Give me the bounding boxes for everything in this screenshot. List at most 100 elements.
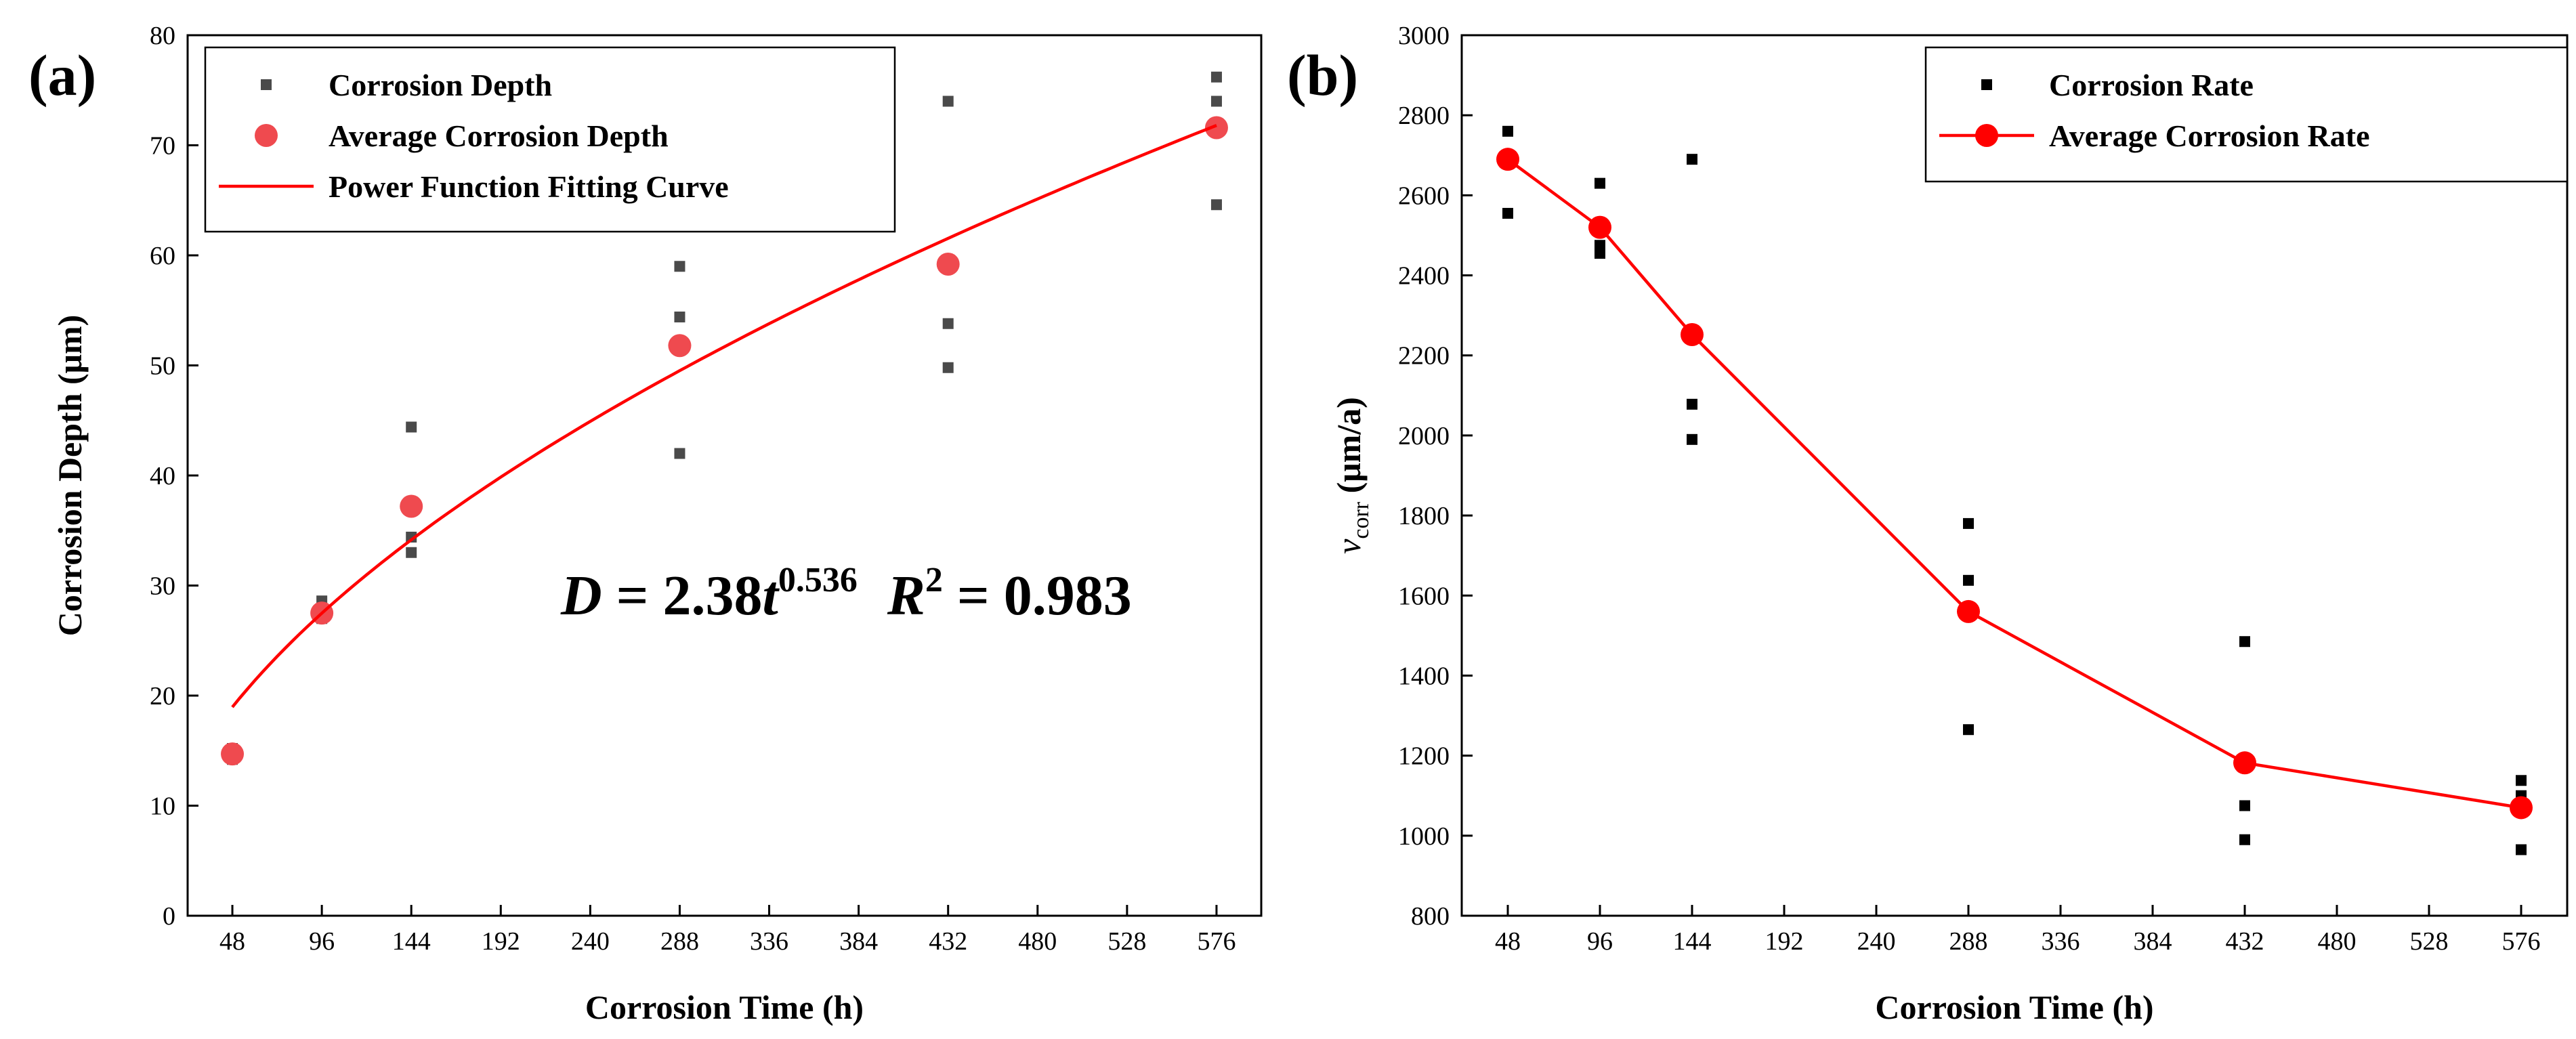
data-point-circle bbox=[1588, 215, 1611, 239]
legend-label: Average Corrosion Depth bbox=[329, 119, 669, 153]
x-tick-label: 144 bbox=[1673, 927, 1712, 956]
data-point-circle bbox=[1957, 599, 1980, 623]
x-tick-label: 384 bbox=[2134, 927, 2172, 956]
data-point-square bbox=[674, 448, 685, 459]
y-axis-title-sub: corr bbox=[1349, 501, 1374, 538]
panel-a: 48 96 144 192 240 288 336 384 432 480 528 576010203… bbox=[28, 22, 1263, 1026]
x-tick-label: 240 bbox=[1857, 927, 1896, 956]
data-point-square bbox=[406, 547, 417, 558]
y-tick-label: 1800 bbox=[1398, 502, 1450, 530]
y-tick-label: 20 bbox=[150, 682, 175, 711]
x-tick-label: 432 bbox=[2226, 927, 2264, 956]
x-tick-label: 288 bbox=[660, 927, 699, 956]
data-point-square bbox=[2239, 834, 2250, 845]
data-point-square bbox=[1687, 154, 1697, 165]
x-tick-label: 96 bbox=[309, 927, 335, 956]
panel-b: 48 96 144 192 240 288 336 384 432 480 528 576 800 100… bbox=[1287, 22, 2569, 1026]
x-tick-label: 48 bbox=[1495, 927, 1521, 956]
x-tick-label: 576 bbox=[2502, 927, 2541, 956]
y-tick-label: 800 bbox=[1411, 902, 1450, 931]
x-tick-label: 528 bbox=[2410, 927, 2449, 956]
eq-r-value: = 0.983 bbox=[943, 564, 1132, 627]
y-tick-label: 2200 bbox=[1398, 342, 1450, 370]
eq-equals: = 2.38 bbox=[602, 564, 763, 627]
data-point-square bbox=[942, 362, 954, 373]
legend-label: Average Corrosion Rate bbox=[2049, 119, 2370, 153]
data-point-square bbox=[2239, 636, 2250, 648]
plot-frame bbox=[1460, 34, 2569, 917]
y-axis-title-var: v bbox=[1330, 538, 1368, 554]
panel-label: (a) bbox=[28, 43, 96, 108]
y-tick-label: 1400 bbox=[1398, 662, 1450, 690]
eq-variable: t bbox=[763, 564, 780, 627]
average-line bbox=[1506, 158, 2522, 809]
y-tick-label: 2800 bbox=[1398, 102, 1450, 130]
x-tick-label: 384 bbox=[839, 927, 878, 956]
data-point-circle bbox=[1681, 323, 1704, 346]
data-point-square bbox=[1210, 96, 1222, 107]
eq-r-exponent: 2 bbox=[925, 561, 943, 599]
y-tick-label: 3000 bbox=[1398, 22, 1450, 50]
data-point-circle bbox=[400, 494, 423, 518]
data-point-square bbox=[1210, 71, 1222, 83]
y-tick-label: 1200 bbox=[1398, 742, 1450, 771]
eq-r-symbol: R bbox=[887, 564, 925, 627]
x-tick-label: 576 bbox=[1197, 927, 1236, 956]
x-tick-label: 432 bbox=[929, 927, 967, 956]
x-tick-label: 336 bbox=[2042, 927, 2080, 956]
data-point-circle bbox=[2510, 796, 2533, 820]
legend-square-swatch bbox=[261, 79, 272, 90]
legend-label: Corrosion Rate bbox=[2049, 68, 2254, 102]
legend-label: Corrosion Depth bbox=[329, 68, 552, 102]
x-tick-label: 144 bbox=[392, 927, 431, 956]
data-point-square bbox=[942, 96, 954, 107]
data-point-square bbox=[1595, 240, 1605, 251]
legend-circle-swatch bbox=[1975, 124, 1998, 147]
y-tick-label: 0 bbox=[163, 902, 175, 931]
y-tick-label: 2600 bbox=[1398, 182, 1450, 210]
y-tick-label: 1600 bbox=[1398, 582, 1450, 610]
y-tick-label: 1000 bbox=[1398, 822, 1450, 851]
eq-symbol: D bbox=[560, 564, 602, 627]
x-tick-label: 240 bbox=[571, 927, 610, 956]
data-point-square bbox=[1210, 199, 1222, 211]
data-point-square bbox=[2239, 800, 2250, 811]
data-point-square bbox=[674, 312, 685, 322]
fit-curve bbox=[231, 124, 1217, 708]
legend-label: Power Function Fitting Curve bbox=[329, 169, 729, 204]
x-tick-label: 192 bbox=[1765, 927, 1804, 956]
x-tick-label: 528 bbox=[1107, 927, 1146, 956]
data-point-square bbox=[1963, 574, 1974, 586]
data-point-circle bbox=[221, 742, 245, 766]
data-point-square bbox=[2516, 775, 2527, 786]
panel-label: (b) bbox=[1287, 43, 1358, 108]
legend-box bbox=[1924, 46, 2569, 183]
y-tick-label: 10 bbox=[150, 792, 175, 821]
y-tick-label: 80 bbox=[150, 22, 175, 50]
data-point-square bbox=[674, 261, 685, 272]
data-point-circle bbox=[936, 253, 960, 276]
data-point-square bbox=[2516, 844, 2527, 855]
x-tick-label: 480 bbox=[1018, 927, 1057, 956]
data-point-square bbox=[1502, 207, 1513, 219]
y-axis-title: vcorr (μm/a) bbox=[1330, 397, 1374, 554]
y-tick-label: 40 bbox=[150, 462, 175, 490]
y-tick-label: 50 bbox=[150, 352, 175, 381]
y-axis-title-unit: (μm/a) bbox=[1330, 397, 1368, 502]
data-point-square bbox=[942, 318, 954, 329]
fit-equation: D = 2.38t0.536 R2 = 0.983 bbox=[560, 561, 1132, 627]
x-tick-label: 96 bbox=[1587, 927, 1613, 956]
x-tick-label: 480 bbox=[2318, 927, 2357, 956]
data-point-square bbox=[406, 532, 417, 543]
data-point-circle bbox=[2233, 751, 2256, 775]
data-point-square bbox=[1687, 433, 1697, 445]
y-tick-label: 2000 bbox=[1398, 422, 1450, 450]
data-point-square bbox=[1963, 724, 1974, 736]
legend-square-swatch bbox=[1981, 79, 1992, 90]
data-point-circle bbox=[668, 334, 692, 358]
legend-circle-swatch bbox=[255, 124, 278, 147]
data-point-circle bbox=[1204, 116, 1228, 140]
x-tick-label: 336 bbox=[750, 927, 788, 956]
data-point-circle bbox=[1496, 148, 1519, 171]
